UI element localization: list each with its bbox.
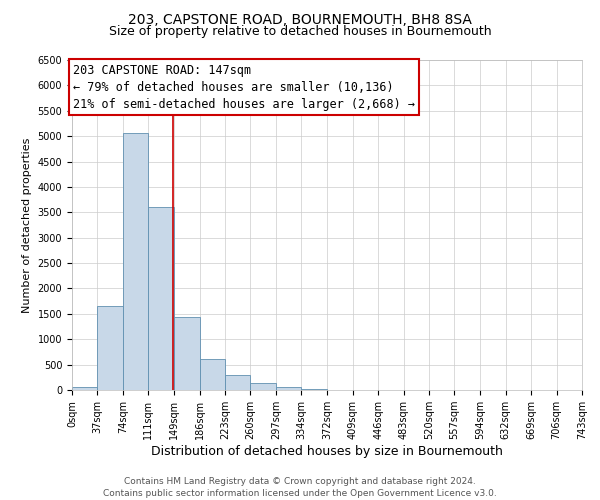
X-axis label: Distribution of detached houses by size in Bournemouth: Distribution of detached houses by size … xyxy=(151,445,503,458)
Bar xyxy=(123,132,148,390)
Bar xyxy=(200,358,225,390)
Bar xyxy=(225,374,250,390)
Bar xyxy=(148,207,174,390)
Text: 203 CAPSTONE ROAD: 147sqm
← 79% of detached houses are smaller (10,136)
21% of s: 203 CAPSTONE ROAD: 147sqm ← 79% of detac… xyxy=(73,64,415,110)
Bar xyxy=(301,389,328,390)
Bar xyxy=(72,387,97,390)
Text: Contains HM Land Registry data © Crown copyright and database right 2024.
Contai: Contains HM Land Registry data © Crown c… xyxy=(103,476,497,498)
Y-axis label: Number of detached properties: Number of detached properties xyxy=(22,138,32,312)
Bar xyxy=(97,306,123,390)
Text: Size of property relative to detached houses in Bournemouth: Size of property relative to detached ho… xyxy=(109,25,491,38)
Text: 203, CAPSTONE ROAD, BOURNEMOUTH, BH8 8SA: 203, CAPSTONE ROAD, BOURNEMOUTH, BH8 8SA xyxy=(128,12,472,26)
Bar xyxy=(174,318,200,390)
Bar xyxy=(276,387,301,390)
Bar xyxy=(250,382,276,390)
